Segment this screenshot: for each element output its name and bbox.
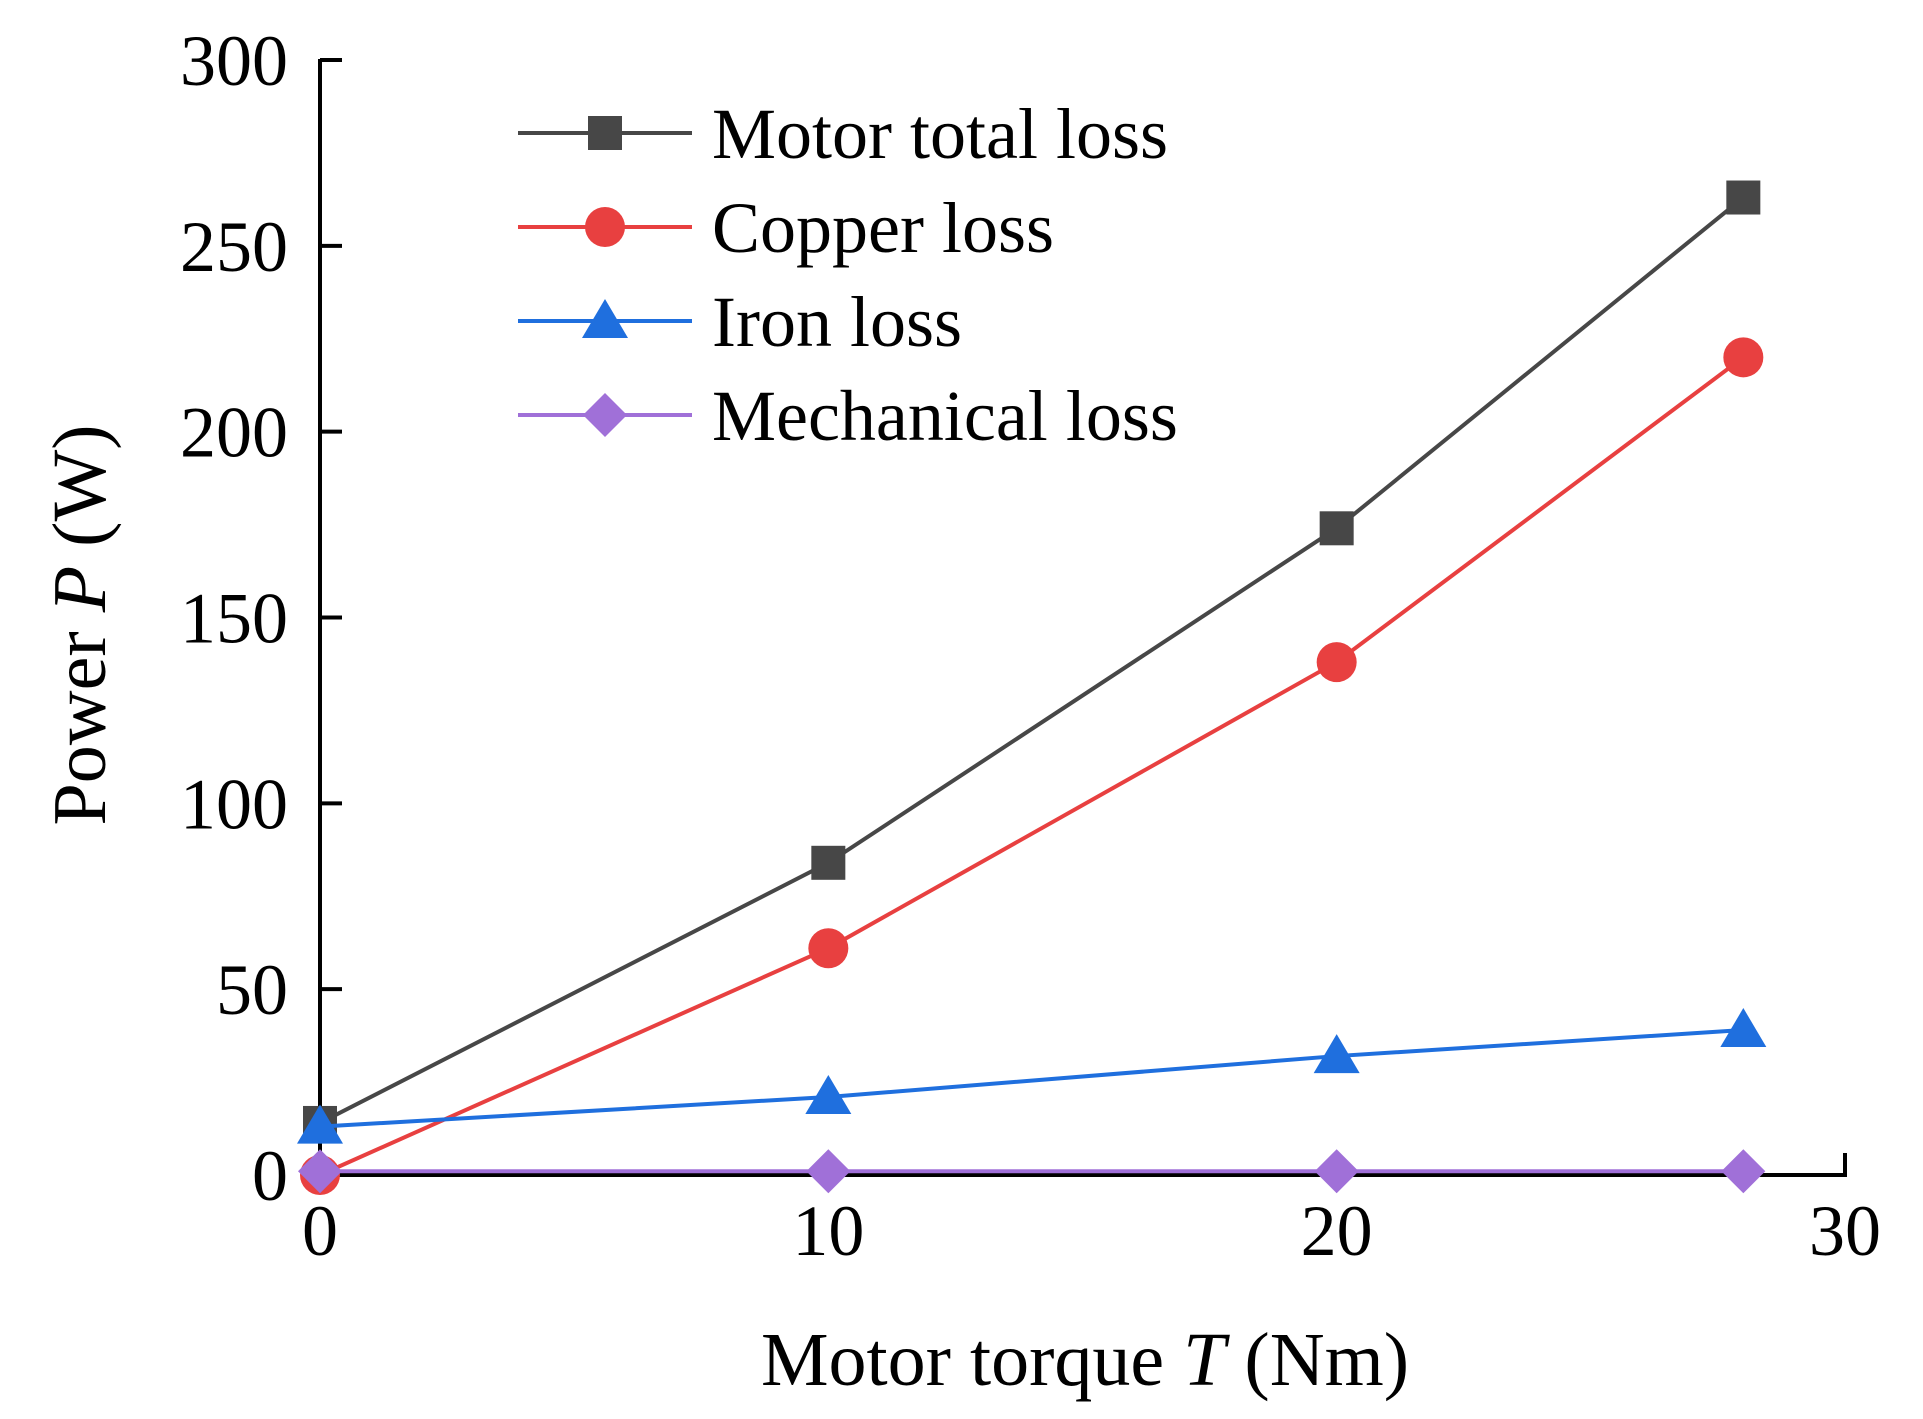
legend-label-2: Iron loss [712,282,962,362]
legend-item-2: Iron loss [518,282,962,362]
legend-label-3: Mechanical loss [712,376,1178,456]
legend-marker-3 [583,393,627,437]
series-1-point-2 [1316,642,1357,683]
series-3-point-3 [1721,1149,1766,1194]
y-tick-label-2: 100 [180,764,288,844]
legend: Motor total loss Copper loss Iron loss Mech… [518,94,1178,456]
x-tick-label-2: 20 [1301,1191,1373,1271]
x-tick-label-1: 10 [792,1191,864,1271]
legend-item-0: Motor total loss [518,94,1168,174]
series-layer [297,180,1767,1195]
legend-item-1: Copper loss [518,188,1054,268]
series-line-0 [319,195,1745,1125]
series-1 [300,337,1764,1195]
legend-item-3: Mechanical loss [518,376,1178,456]
y-tick-label-0: 0 [252,1136,288,1216]
x-tick-label-0: 0 [302,1191,338,1271]
y-tick-label-4: 200 [180,393,288,473]
series-2 [297,1008,1767,1144]
series-1-point-1 [808,928,849,969]
axes: 0 50 100 150 200 250 300 0 10 20 30 [180,21,1881,1271]
x-axis-title: Motor torque T (Nm) [761,1318,1409,1402]
series-0-point-3 [1726,180,1761,215]
series-2-point-0 [297,1104,343,1144]
legend-marker-0 [588,116,622,150]
series-3-point-2 [1314,1149,1359,1194]
y-tick-label-5: 250 [180,207,288,287]
series-line-1 [319,355,1745,1177]
series-2-point-2 [1313,1034,1360,1074]
legend-label-0: Motor total loss [712,94,1168,174]
series-3 [298,1149,1766,1194]
legend-marker-1 [585,207,625,247]
series-0 [303,180,1761,1140]
series-1-point-3 [1723,337,1764,378]
series-3-point-1 [806,1149,851,1194]
y-tick-label-1: 50 [216,950,288,1030]
y-tick-label-6: 300 [180,21,288,101]
legend-label-1: Copper loss [712,188,1054,268]
series-line-2 [319,1028,1744,1129]
y-tick-label-3: 150 [180,579,288,659]
legend-marker-2 [582,299,628,338]
series-3-point-0 [298,1149,342,1194]
series-2-point-3 [1720,1008,1767,1048]
series-0-point-2 [1319,511,1354,546]
series-2-point-1 [805,1074,852,1114]
y-axis-title: Power P (W) [38,425,122,826]
x-tick-label-3: 30 [1809,1191,1881,1271]
series-0-point-1 [811,845,846,880]
